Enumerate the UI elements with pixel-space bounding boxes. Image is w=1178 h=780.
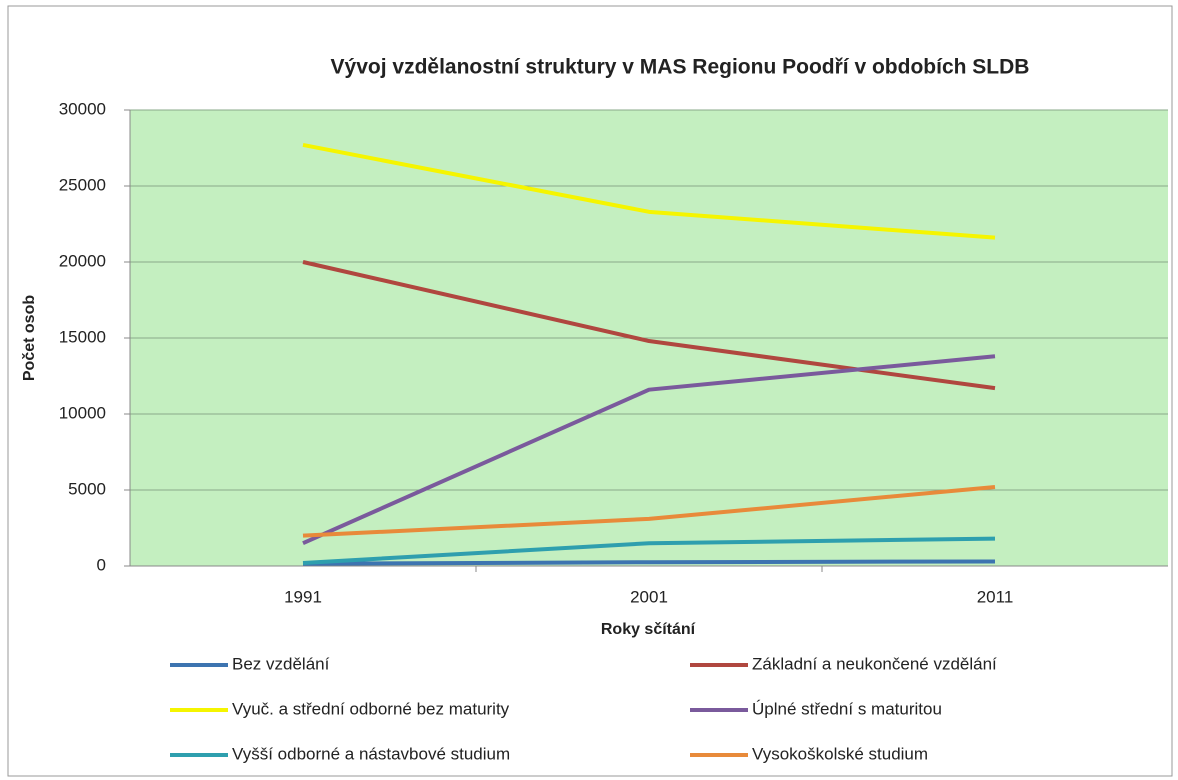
y-tick-label: 25000	[59, 175, 106, 194]
y-tick-label: 15000	[59, 327, 106, 346]
y-tick-label: 0	[97, 555, 106, 574]
y-tick-label: 30000	[59, 99, 106, 118]
legend-label: Bez vzdělání	[232, 654, 330, 673]
y-tick-label: 10000	[59, 403, 106, 422]
x-tick-label: 1991	[284, 587, 322, 606]
x-axis-title: Roky sčítání	[601, 621, 696, 638]
y-tick-label: 5000	[68, 479, 106, 498]
legend-label: Vysokoškolské studium	[752, 744, 928, 763]
series-line	[302, 559, 996, 566]
y-tick-label: 20000	[59, 251, 106, 270]
x-tick-label: 2011	[977, 587, 1014, 606]
legend-label: Vyuč. a střední odborné bez maturity	[232, 699, 510, 718]
legend-label: Základní a neukončené vzdělání	[752, 654, 997, 673]
series-line	[302, 260, 996, 391]
legend-label: Úplné střední s maturitou	[752, 699, 942, 718]
series-line	[302, 536, 996, 565]
x-tick-label: 2001	[630, 587, 668, 606]
chart-title: Vývoj vzdělanostní struktury v MAS Regio…	[331, 56, 1030, 79]
legend-label: Vyšší odborné a nástavbové studium	[232, 744, 510, 763]
y-axis-title: Počet osob	[21, 295, 38, 381]
series-line	[302, 354, 996, 546]
series-line	[302, 142, 996, 240]
series-line	[302, 484, 996, 538]
